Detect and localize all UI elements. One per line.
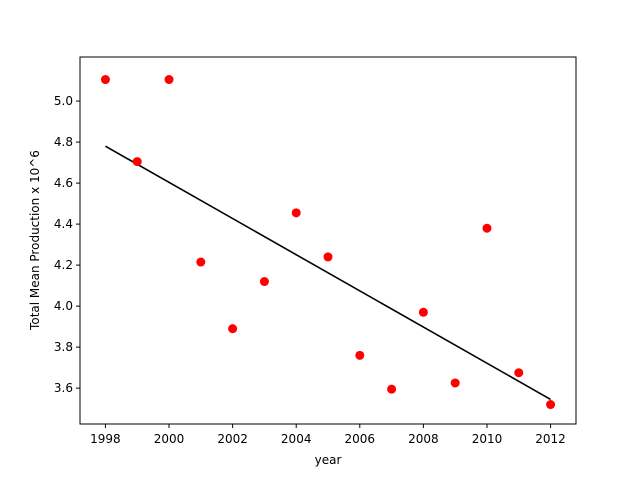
data-point <box>355 350 365 360</box>
x-tick-label: 2006 <box>345 432 376 446</box>
x-tick-label: 2012 <box>535 432 566 446</box>
data-point <box>132 157 142 167</box>
data-point <box>228 324 238 334</box>
y-tick-label: 4.6 <box>54 176 73 190</box>
x-tick-label: 1998 <box>90 432 121 446</box>
plot-area-frame <box>79 56 577 425</box>
y-axis-label: Total Mean Production x 10^6 <box>28 150 42 331</box>
y-tick-label: 4.8 <box>54 135 73 149</box>
data-point <box>514 368 524 378</box>
data-point <box>196 257 206 267</box>
data-point <box>387 384 397 394</box>
y-tick-label: 3.8 <box>54 340 73 354</box>
y-tick-label: 4.2 <box>54 258 73 272</box>
y-tick-label: 5.0 <box>54 94 73 108</box>
x-tick-label: 2008 <box>408 432 439 446</box>
y-tick-label: 4.0 <box>54 299 73 313</box>
x-tick-label: 2000 <box>154 432 185 446</box>
data-point <box>450 378 460 388</box>
x-tick-label: 2002 <box>217 432 248 446</box>
data-point <box>259 277 269 287</box>
y-tick-label: 4.4 <box>54 217 73 231</box>
data-point <box>546 400 556 410</box>
x-axis-label: year <box>315 453 342 467</box>
x-tick-label: 2010 <box>472 432 503 446</box>
trend-line <box>105 145 551 401</box>
y-axis-ticks: 3.6 3.8 4.0 4.2 4.4 4.6 4.8 5.0 <box>54 94 80 395</box>
x-tick-label: 2004 <box>281 432 312 446</box>
data-point <box>291 208 301 218</box>
y-tick-label: 3.6 <box>54 381 73 395</box>
data-series <box>100 75 556 410</box>
data-point <box>323 252 333 262</box>
data-point <box>164 75 174 85</box>
data-point <box>482 223 492 233</box>
x-axis-ticks: 1998 2000 2002 2004 2006 2008 2010 2012 <box>90 424 566 446</box>
data-point <box>100 75 110 85</box>
data-point <box>418 307 428 317</box>
